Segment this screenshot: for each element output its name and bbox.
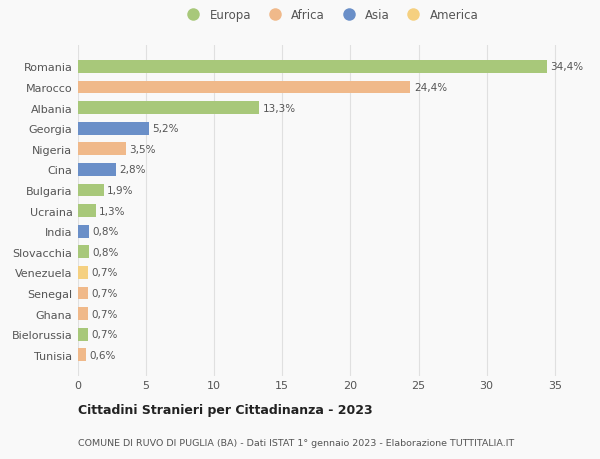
- Text: 1,9%: 1,9%: [107, 185, 134, 196]
- Bar: [78, 164, 116, 176]
- Text: 0,7%: 0,7%: [91, 268, 118, 278]
- Text: 2,8%: 2,8%: [119, 165, 146, 175]
- Text: 0,8%: 0,8%: [92, 247, 119, 257]
- Text: 0,7%: 0,7%: [91, 330, 118, 339]
- Text: 13,3%: 13,3%: [263, 103, 296, 113]
- Bar: [78, 205, 96, 218]
- Text: 1,3%: 1,3%: [99, 206, 125, 216]
- Bar: [78, 266, 88, 279]
- Bar: [78, 102, 259, 115]
- Bar: [78, 61, 547, 73]
- Bar: [78, 328, 88, 341]
- Bar: [78, 308, 88, 320]
- Bar: [78, 81, 410, 94]
- Text: 0,7%: 0,7%: [91, 288, 118, 298]
- Text: 0,6%: 0,6%: [89, 350, 116, 360]
- Bar: [78, 143, 125, 156]
- Text: 34,4%: 34,4%: [550, 62, 583, 72]
- Text: 0,7%: 0,7%: [91, 309, 118, 319]
- Bar: [78, 184, 104, 197]
- Text: 5,2%: 5,2%: [152, 124, 179, 134]
- Bar: [78, 287, 88, 300]
- Bar: [78, 123, 149, 135]
- Legend: Europa, Africa, Asia, America: Europa, Africa, Asia, America: [181, 9, 479, 22]
- Bar: [78, 349, 86, 361]
- Text: 0,8%: 0,8%: [92, 227, 119, 237]
- Bar: [78, 246, 89, 258]
- Text: COMUNE DI RUVO DI PUGLIA (BA) - Dati ISTAT 1° gennaio 2023 - Elaborazione TUTTIT: COMUNE DI RUVO DI PUGLIA (BA) - Dati IST…: [78, 438, 514, 447]
- Text: 24,4%: 24,4%: [414, 83, 447, 93]
- Text: 3,5%: 3,5%: [129, 145, 155, 155]
- Bar: [78, 225, 89, 238]
- Text: Cittadini Stranieri per Cittadinanza - 2023: Cittadini Stranieri per Cittadinanza - 2…: [78, 403, 373, 416]
